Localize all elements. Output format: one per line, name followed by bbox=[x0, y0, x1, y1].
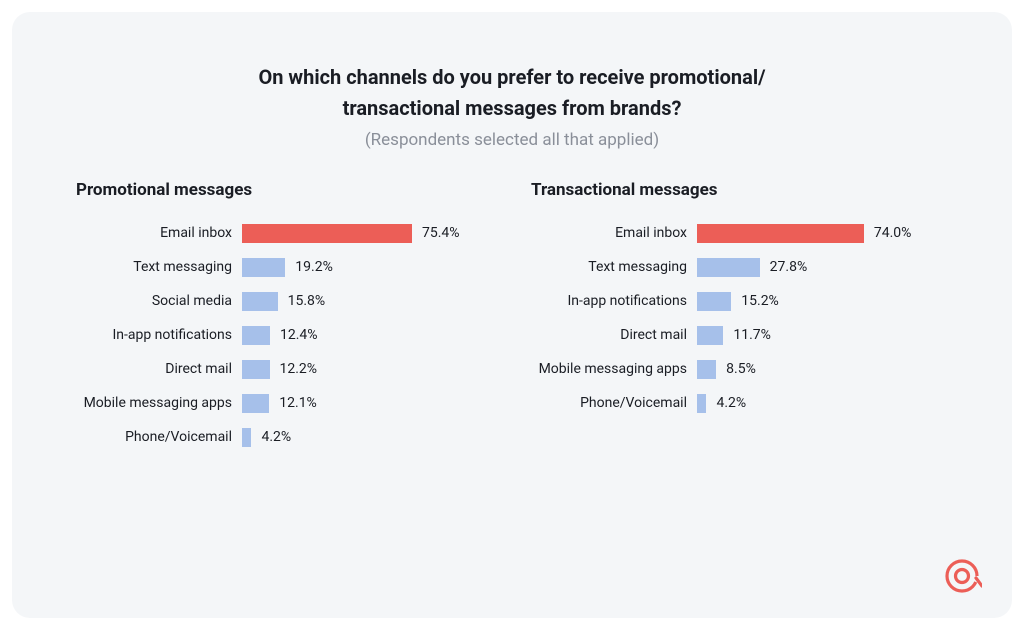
bar-row: In-app notifications 12.4% bbox=[72, 318, 497, 352]
bar-value: 19.2% bbox=[295, 259, 333, 275]
bar-track: 12.1% bbox=[242, 394, 497, 413]
bar-value: 74.0% bbox=[874, 225, 912, 241]
bar-label: Text messaging bbox=[72, 259, 242, 275]
bar-track: 4.2% bbox=[242, 428, 497, 447]
bar-label: Text messaging bbox=[527, 259, 697, 275]
bar-row: Mobile messaging apps 8.5% bbox=[527, 352, 952, 386]
bar-value: 8.5% bbox=[726, 361, 756, 377]
title-line-1: On which channels do you prefer to recei… bbox=[72, 62, 952, 93]
bar bbox=[697, 394, 706, 413]
charts-container: Promotional messages Email inbox 75.4% Tex… bbox=[72, 180, 952, 454]
bar-value: 12.1% bbox=[279, 395, 317, 411]
bar-track: 15.2% bbox=[697, 292, 952, 311]
bar bbox=[242, 224, 412, 243]
bar-row: Phone/Voicemail 4.2% bbox=[527, 386, 952, 420]
bar-label: In-app notifications bbox=[527, 293, 697, 309]
bar-value: 15.2% bbox=[741, 293, 779, 309]
bar-value: 27.8% bbox=[770, 259, 808, 275]
bar bbox=[697, 326, 723, 345]
bar bbox=[697, 224, 864, 243]
bar-track: 15.8% bbox=[242, 292, 497, 311]
chart-promotional-rows: Email inbox 75.4% Text messaging 19.2% Socia… bbox=[72, 216, 497, 454]
bar bbox=[697, 292, 731, 311]
bar bbox=[242, 428, 251, 447]
bar bbox=[242, 258, 285, 277]
bar-label: Direct mail bbox=[72, 361, 242, 377]
bar bbox=[697, 258, 760, 277]
chart-transactional-rows: Email inbox 74.0% Text messaging 27.8% In-ap… bbox=[527, 216, 952, 420]
bar-label: In-app notifications bbox=[72, 327, 242, 343]
bar-value: 75.4% bbox=[422, 225, 460, 241]
bar-label: Mobile messaging apps bbox=[72, 395, 242, 411]
bar-row: Phone/Voicemail 4.2% bbox=[72, 420, 497, 454]
bar bbox=[242, 360, 270, 379]
bar-label: Mobile messaging apps bbox=[527, 361, 697, 377]
bar-track: 11.7% bbox=[697, 326, 952, 345]
subtitle: (Respondents selected all that applied) bbox=[72, 130, 952, 150]
bar-value: 11.7% bbox=[733, 327, 771, 343]
chart-transactional: Transactional messages Email inbox 74.0% T… bbox=[527, 180, 952, 454]
bar-label: Email inbox bbox=[527, 225, 697, 241]
bar-label: Email inbox bbox=[72, 225, 242, 241]
bar-row: Text messaging 19.2% bbox=[72, 250, 497, 284]
bar-value: 4.2% bbox=[716, 395, 746, 411]
bar-value: 12.4% bbox=[280, 327, 318, 343]
bar bbox=[242, 394, 269, 413]
bar-value: 15.8% bbox=[288, 293, 326, 309]
bar-value: 4.2% bbox=[261, 429, 291, 445]
brand-logo-icon bbox=[942, 556, 982, 596]
bar-track: 19.2% bbox=[242, 258, 497, 277]
bar bbox=[242, 326, 270, 345]
bar bbox=[242, 292, 278, 311]
bar-label: Social media bbox=[72, 293, 242, 309]
bar-row: Text messaging 27.8% bbox=[527, 250, 952, 284]
bar-track: 8.5% bbox=[697, 360, 952, 379]
bar-value: 12.2% bbox=[280, 361, 318, 377]
bar-row: Email inbox 75.4% bbox=[72, 216, 497, 250]
chart-promotional: Promotional messages Email inbox 75.4% Tex… bbox=[72, 180, 497, 454]
bar-track: 75.4% bbox=[242, 224, 497, 243]
bar-row: Email inbox 74.0% bbox=[527, 216, 952, 250]
title-line-2: transactional messages from brands? bbox=[72, 93, 952, 124]
chart-transactional-title: Transactional messages bbox=[527, 180, 952, 200]
bar bbox=[697, 360, 716, 379]
bar-row: Direct mail 11.7% bbox=[527, 318, 952, 352]
bar-label: Phone/Voicemail bbox=[72, 429, 242, 445]
bar-row: In-app notifications 15.2% bbox=[527, 284, 952, 318]
bar-row: Direct mail 12.2% bbox=[72, 352, 497, 386]
bar-label: Direct mail bbox=[527, 327, 697, 343]
bar-track: 12.2% bbox=[242, 360, 497, 379]
bar-track: 4.2% bbox=[697, 394, 952, 413]
bar-track: 74.0% bbox=[697, 224, 952, 243]
title-block: On which channels do you prefer to recei… bbox=[72, 62, 952, 150]
bar-track: 12.4% bbox=[242, 326, 497, 345]
bar-row: Mobile messaging apps 12.1% bbox=[72, 386, 497, 420]
bar-row: Social media 15.8% bbox=[72, 284, 497, 318]
chart-promotional-title: Promotional messages bbox=[72, 180, 497, 200]
bar-track: 27.8% bbox=[697, 258, 952, 277]
chart-card: On which channels do you prefer to recei… bbox=[12, 12, 1012, 618]
bar-label: Phone/Voicemail bbox=[527, 395, 697, 411]
